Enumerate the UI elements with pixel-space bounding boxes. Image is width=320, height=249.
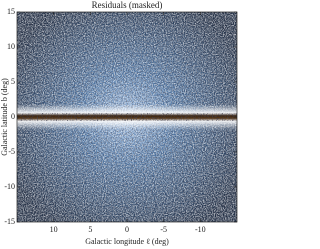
chart: Residuals (masked) Galactic longitude ℓ … xyxy=(0,0,238,246)
x-tick-label: 5 xyxy=(88,225,92,234)
residual-image xyxy=(17,12,237,222)
y-tick-label: -5 xyxy=(8,147,15,156)
x-tick-label: 0 xyxy=(125,225,129,234)
y-tick-label: -10 xyxy=(4,182,15,191)
x-tick-label: -10 xyxy=(195,225,206,234)
y-tick-label: 5 xyxy=(11,77,15,86)
x-axis-label: Galactic longitude ℓ (deg) xyxy=(85,237,169,246)
y-tick-label: 10 xyxy=(7,42,15,51)
y-axis-label: Galactic latitude b (deg) xyxy=(0,78,9,156)
x-tick-label: 10 xyxy=(50,225,58,234)
y-tick-label: 0 xyxy=(11,112,15,121)
y-tick-label: 15 xyxy=(7,7,15,16)
y-tick-label: -15 xyxy=(4,217,15,226)
chart-title: Residuals (masked) xyxy=(92,0,163,10)
x-tick-label: -5 xyxy=(160,225,167,234)
